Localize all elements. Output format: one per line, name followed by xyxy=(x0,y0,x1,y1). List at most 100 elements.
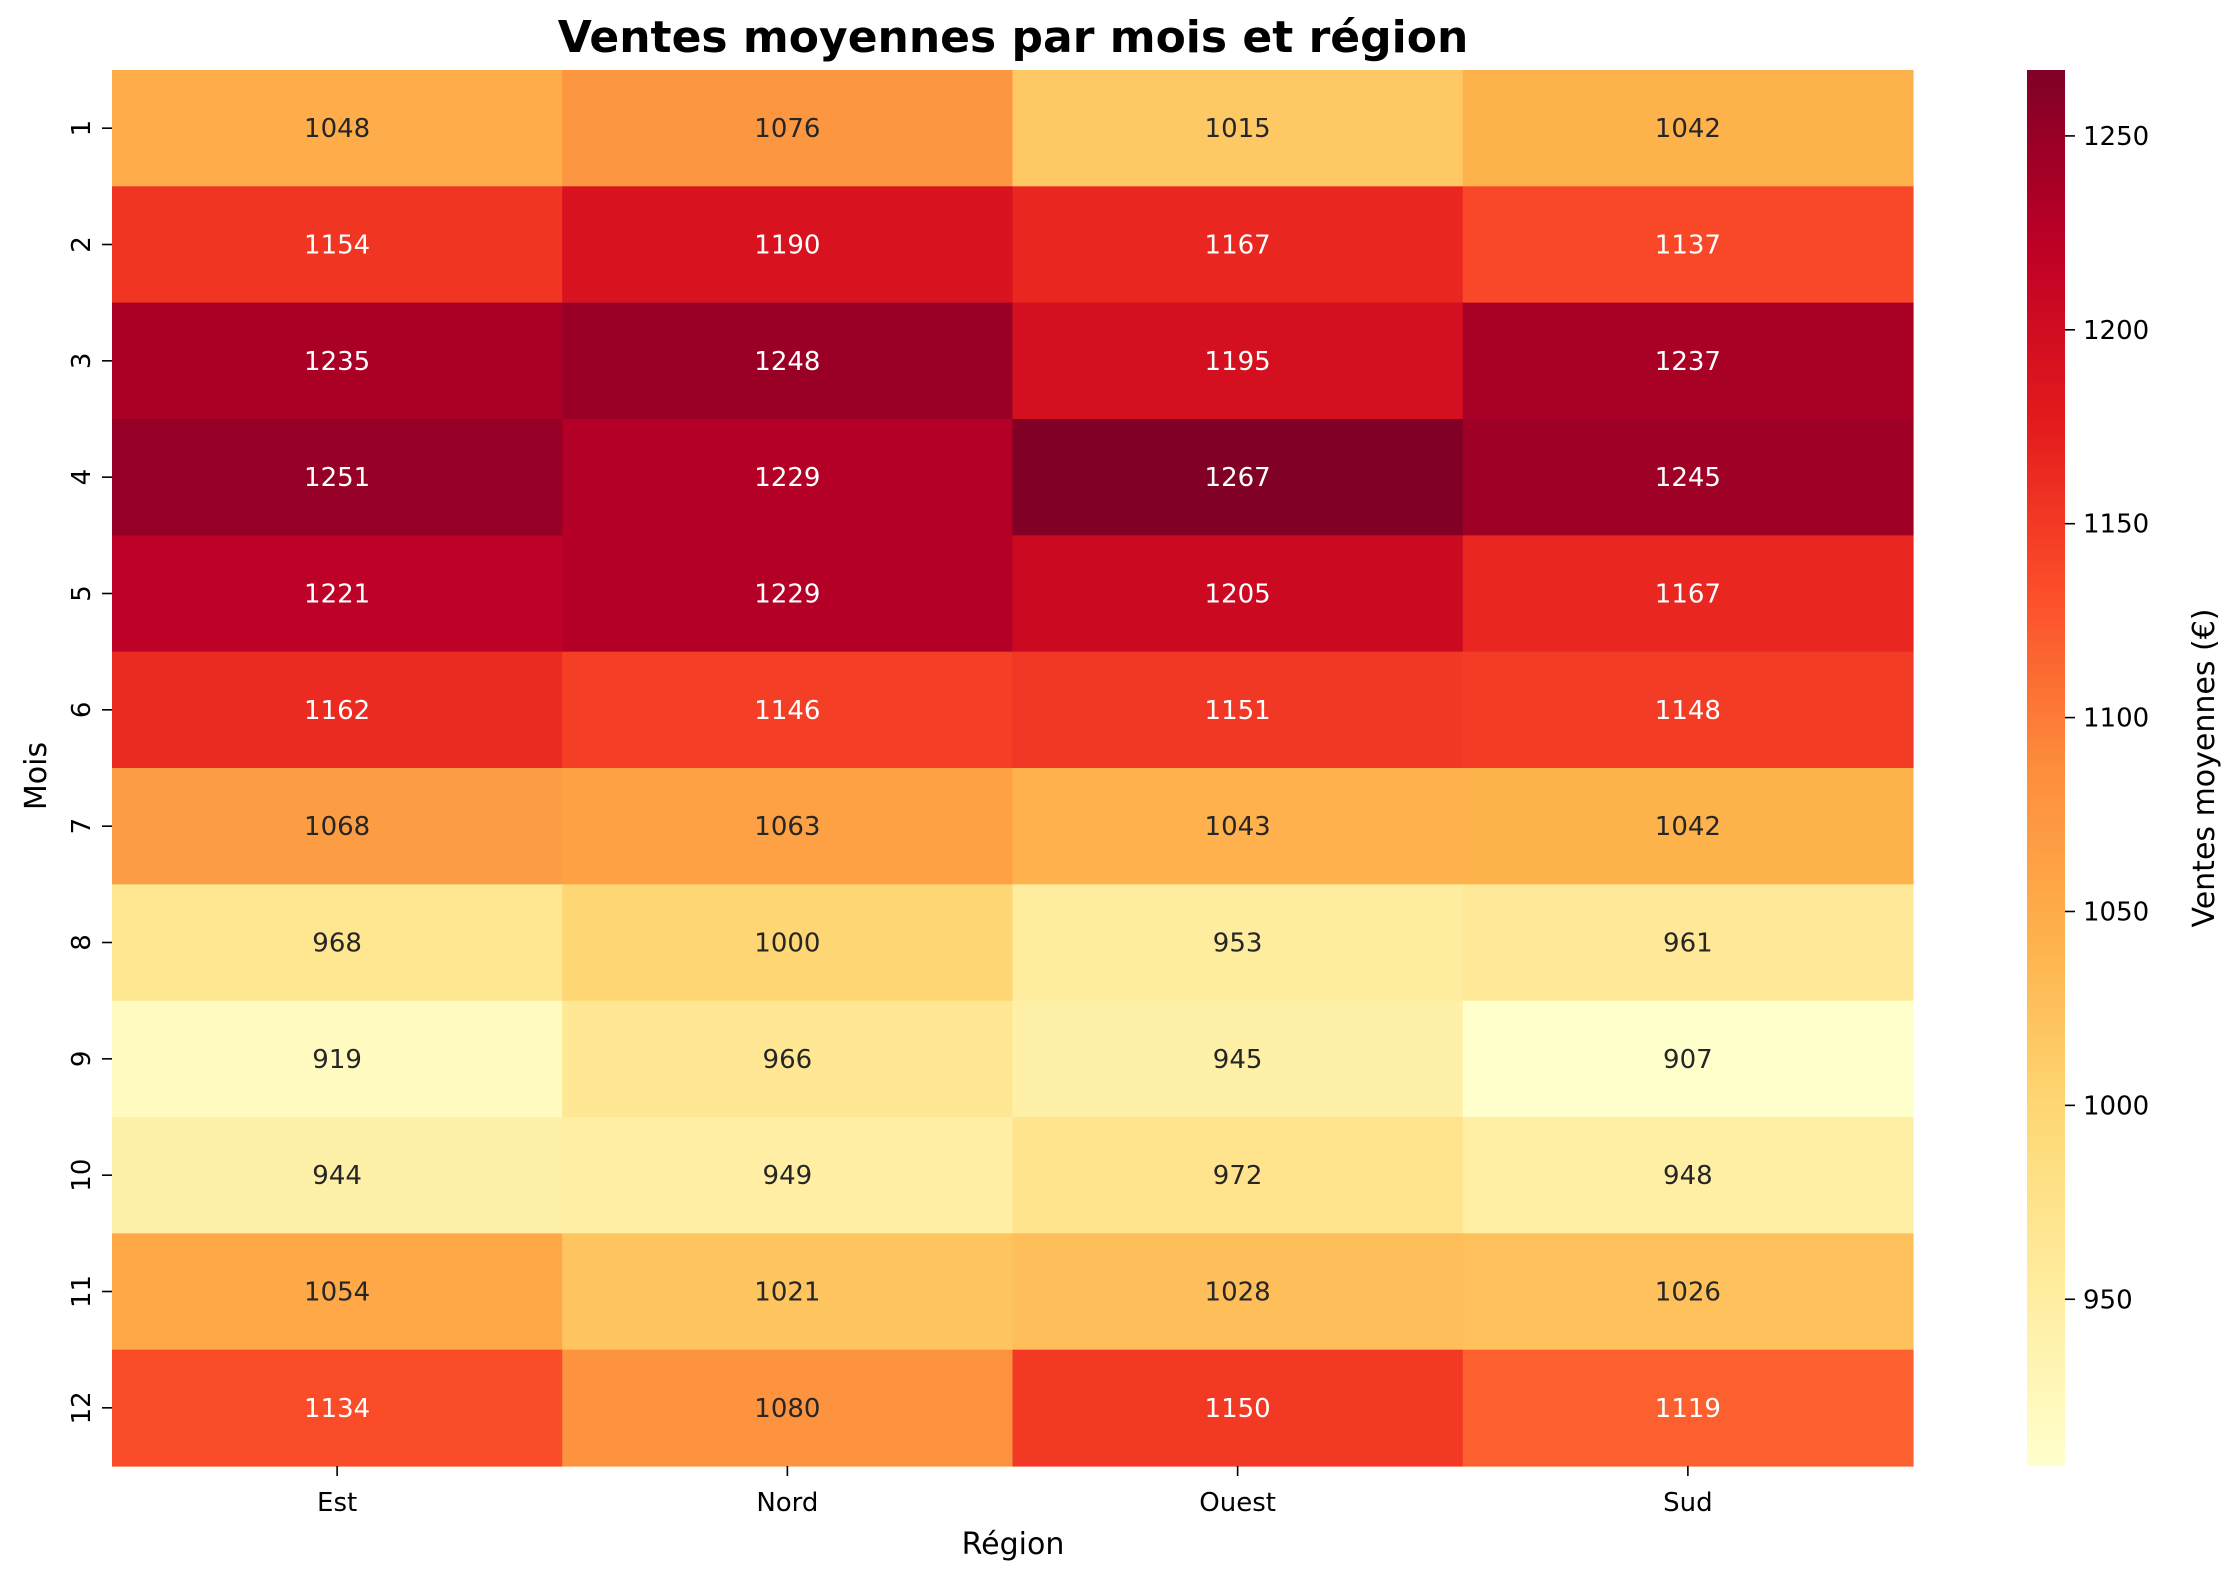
cell-value-label: 961 xyxy=(1663,929,1713,959)
cell-value-label: 1251 xyxy=(304,463,370,493)
heatmap-cell xyxy=(562,302,1014,420)
cell-value-label: 1154 xyxy=(304,231,370,261)
cell-value-label: 1021 xyxy=(754,1278,820,1308)
cell-value-label: 1190 xyxy=(754,231,820,261)
heatmap-cell xyxy=(1012,768,1464,885)
cell-value-label: 1000 xyxy=(754,929,820,959)
heatmap-cell xyxy=(1462,419,1914,536)
y-tick-label: 1 xyxy=(67,120,97,137)
heatmap-cell xyxy=(1012,1349,1464,1467)
x-tick-label: Nord xyxy=(756,1488,818,1518)
heatmap-cell xyxy=(112,302,563,420)
cell-value-label: 1267 xyxy=(1205,463,1271,493)
colorbar-tick-label: 950 xyxy=(2083,1285,2133,1315)
heatmap-cell xyxy=(562,535,1014,653)
cell-value-label: 1151 xyxy=(1205,696,1271,726)
y-tick-label: 11 xyxy=(67,1275,97,1308)
cell-value-label: 919 xyxy=(312,1045,362,1075)
cell-value-label: 972 xyxy=(1213,1161,1263,1191)
cell-value-label: 1043 xyxy=(1205,812,1271,842)
cell-value-label: 1167 xyxy=(1655,580,1721,610)
colorbar-tick-label: 1150 xyxy=(2083,510,2149,540)
heatmap-cell xyxy=(1012,70,1464,187)
cell-value-label: 1221 xyxy=(304,580,370,610)
heatmap-cell xyxy=(1012,302,1464,420)
heatmap-cell xyxy=(112,1117,563,1234)
heatmap-cell xyxy=(1462,1000,1914,1118)
heatmap-cell xyxy=(562,768,1014,885)
heatmap-cell xyxy=(562,1117,1014,1234)
y-tick-label: 12 xyxy=(67,1391,97,1424)
colorbar xyxy=(2027,70,2065,1466)
heatmap-cell xyxy=(1462,1117,1914,1234)
y-tick-label: 5 xyxy=(67,585,97,602)
heatmap-cell xyxy=(112,651,563,769)
colorbar-tick-label: 1000 xyxy=(2083,1091,2149,1121)
cell-value-label: 1042 xyxy=(1655,812,1721,842)
colorbar-ticks: 950 1000 1050 1100 1150 1200 1250 xyxy=(2065,122,2149,1315)
heatmap-cell xyxy=(1012,651,1464,769)
heatmap-cell xyxy=(562,186,1014,304)
heatmap-cell xyxy=(112,535,563,653)
heatmap-cell xyxy=(112,884,563,1002)
heatmap-cell xyxy=(1012,419,1464,536)
colorbar-tick-label: 1250 xyxy=(2083,122,2149,152)
heatmap-cell xyxy=(1462,302,1914,420)
heatmap-cell xyxy=(1012,1233,1464,1351)
cell-value-label: 1150 xyxy=(1205,1394,1271,1424)
cell-value-label: 1080 xyxy=(754,1394,820,1424)
cell-value-label: 1076 xyxy=(754,114,820,144)
cell-value-label: 966 xyxy=(763,1045,813,1075)
x-axis-label: Région xyxy=(962,1527,1065,1562)
heatmap-cell xyxy=(562,70,1014,187)
cell-value-label: 1235 xyxy=(304,347,370,377)
heatmap-cell xyxy=(1012,186,1464,304)
heatmap-cell xyxy=(1462,70,1914,187)
cell-value-label: 1134 xyxy=(304,1394,370,1424)
y-tick-label: 6 xyxy=(67,702,97,719)
x-tick-label: Est xyxy=(317,1488,357,1518)
y-tick-label: 4 xyxy=(67,469,97,486)
heatmap-cells: 1048 1076 1015 1042 1154 1190 1167 1137 1235 1248… xyxy=(112,70,1914,1467)
cell-value-label: 1229 xyxy=(754,463,820,493)
heatmap-cell xyxy=(112,419,563,536)
colorbar-label: Ventes moyennes (€) xyxy=(2187,609,2222,928)
heatmap-cell xyxy=(562,884,1014,1002)
y-tick-label: 10 xyxy=(67,1159,97,1192)
cell-value-label: 944 xyxy=(312,1161,362,1191)
cell-value-label: 1195 xyxy=(1205,347,1271,377)
y-axis-label: Mois xyxy=(19,742,54,810)
x-tick-label: Sud xyxy=(1663,1488,1713,1518)
x-axis-ticks: Est Nord Ouest Sud xyxy=(317,1466,1713,1518)
cell-value-label: 1028 xyxy=(1205,1278,1271,1308)
heatmap-cell xyxy=(562,1000,1014,1118)
heatmap-cell xyxy=(112,70,563,187)
heatmap-cell xyxy=(112,186,563,304)
heatmap-cell xyxy=(562,1349,1014,1467)
heatmap-cell xyxy=(1012,884,1464,1002)
heatmap-cell xyxy=(562,1233,1014,1351)
cell-value-label: 949 xyxy=(763,1161,813,1191)
y-tick-label: 3 xyxy=(67,353,97,370)
cell-value-label: 1015 xyxy=(1205,114,1271,144)
heatmap-cell xyxy=(112,1000,563,1118)
cell-value-label: 1245 xyxy=(1655,463,1721,493)
cell-value-label: 1048 xyxy=(304,114,370,144)
cell-value-label: 1137 xyxy=(1655,231,1721,261)
cell-value-label: 953 xyxy=(1213,929,1263,959)
heatmap-cell xyxy=(1462,884,1914,1002)
cell-value-label: 1248 xyxy=(754,347,820,377)
heatmap-cell xyxy=(1462,1349,1914,1467)
cell-value-label: 1042 xyxy=(1655,114,1721,144)
colorbar-tick-label: 1100 xyxy=(2083,704,2149,734)
cell-value-label: 1026 xyxy=(1655,1278,1721,1308)
heatmap-cell xyxy=(1012,535,1464,653)
heatmap-cell xyxy=(1012,1117,1464,1234)
heatmap-cell xyxy=(112,768,563,885)
heatmap-cell xyxy=(1462,186,1914,304)
y-tick-label: 7 xyxy=(67,818,97,835)
y-tick-label: 8 xyxy=(67,934,97,951)
cell-value-label: 1148 xyxy=(1655,696,1721,726)
heatmap-cell xyxy=(562,419,1014,536)
